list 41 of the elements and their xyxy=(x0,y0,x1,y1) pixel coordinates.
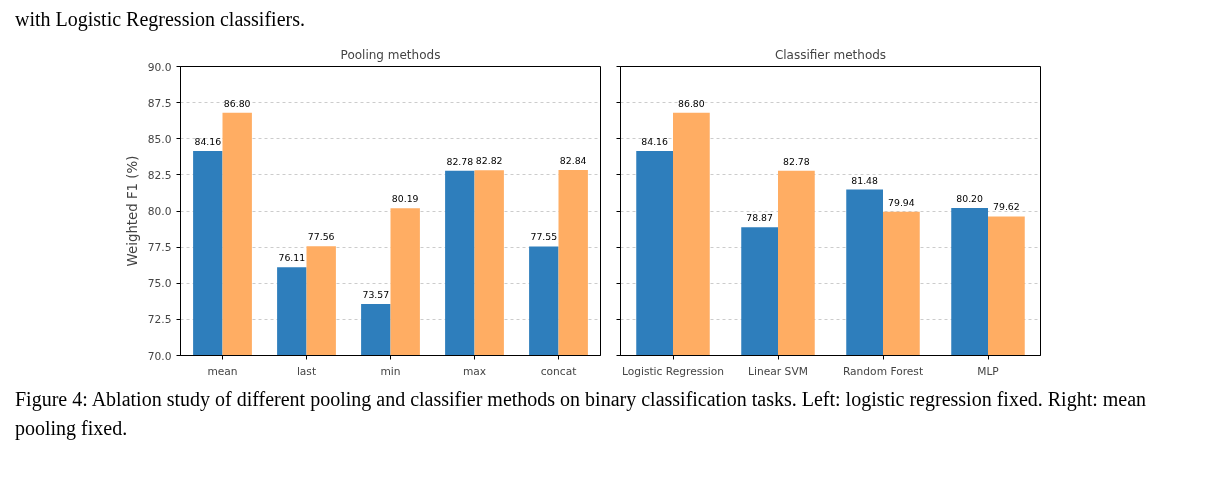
y-tick-label: 85.0 xyxy=(147,132,172,146)
data-label: 73.57 xyxy=(362,288,390,300)
x-tick-label: max xyxy=(462,364,487,378)
chart-title: Classifier methods xyxy=(774,47,887,62)
y-tick-label: 90.0 xyxy=(147,60,172,74)
text: with Logistic Regression classifiers. xyxy=(15,7,305,33)
x-tick-label: mean xyxy=(207,364,238,378)
x-tick-label: Linear SVM xyxy=(748,364,808,378)
y-axis-title: Weighted F1 (%) xyxy=(124,155,140,267)
x-tick-label: MLP xyxy=(977,364,1000,378)
data-label: 84.16 xyxy=(641,135,669,147)
data-label: 82.82 xyxy=(475,155,503,167)
x-tick-label: last xyxy=(296,364,317,378)
y-tick-label: 87.5 xyxy=(147,96,172,110)
x-tick-label: Random Forest xyxy=(842,364,924,378)
data-label: 79.62 xyxy=(993,201,1020,213)
data-label: 82.78 xyxy=(446,155,474,167)
data-label: 79.94 xyxy=(888,196,915,208)
data-label: 81.48 xyxy=(851,174,879,186)
y-tick-label: 77.5 xyxy=(147,241,172,255)
data-label: 84.16 xyxy=(194,135,222,147)
data-label: 82.84 xyxy=(559,154,587,166)
data-label: 86.80 xyxy=(223,97,251,109)
chart-title: Pooling methods xyxy=(340,47,441,62)
caption: Figure 4: Ablation study of different pooling and classifier methods on binary classification tasks. Left: logistic regression fixed. Right: mean pooling fixed. xyxy=(15,387,1148,442)
y-tick-label: 72.5 xyxy=(147,313,172,327)
y-tick-label: 82.5 xyxy=(147,168,172,182)
x-tick-label: min xyxy=(380,364,401,378)
x-tick-label: Logistic Regression xyxy=(621,364,725,378)
y-tick-label: 80.0 xyxy=(147,205,172,218)
y-tick-label: 75.0 xyxy=(147,277,172,291)
data-label: 82.78 xyxy=(783,155,810,167)
data-label: 80.19 xyxy=(391,193,419,205)
data-label: 80.20 xyxy=(956,193,984,205)
data-label: 77.56 xyxy=(307,231,335,243)
x-tick-label: concat xyxy=(540,364,577,378)
data-label: 77.55 xyxy=(530,231,558,243)
data-label: 86.80 xyxy=(678,97,705,109)
y-tick-label: 70.0 xyxy=(147,349,172,363)
data-label: 78.87 xyxy=(746,212,774,224)
data-label: 76.11 xyxy=(278,252,306,264)
